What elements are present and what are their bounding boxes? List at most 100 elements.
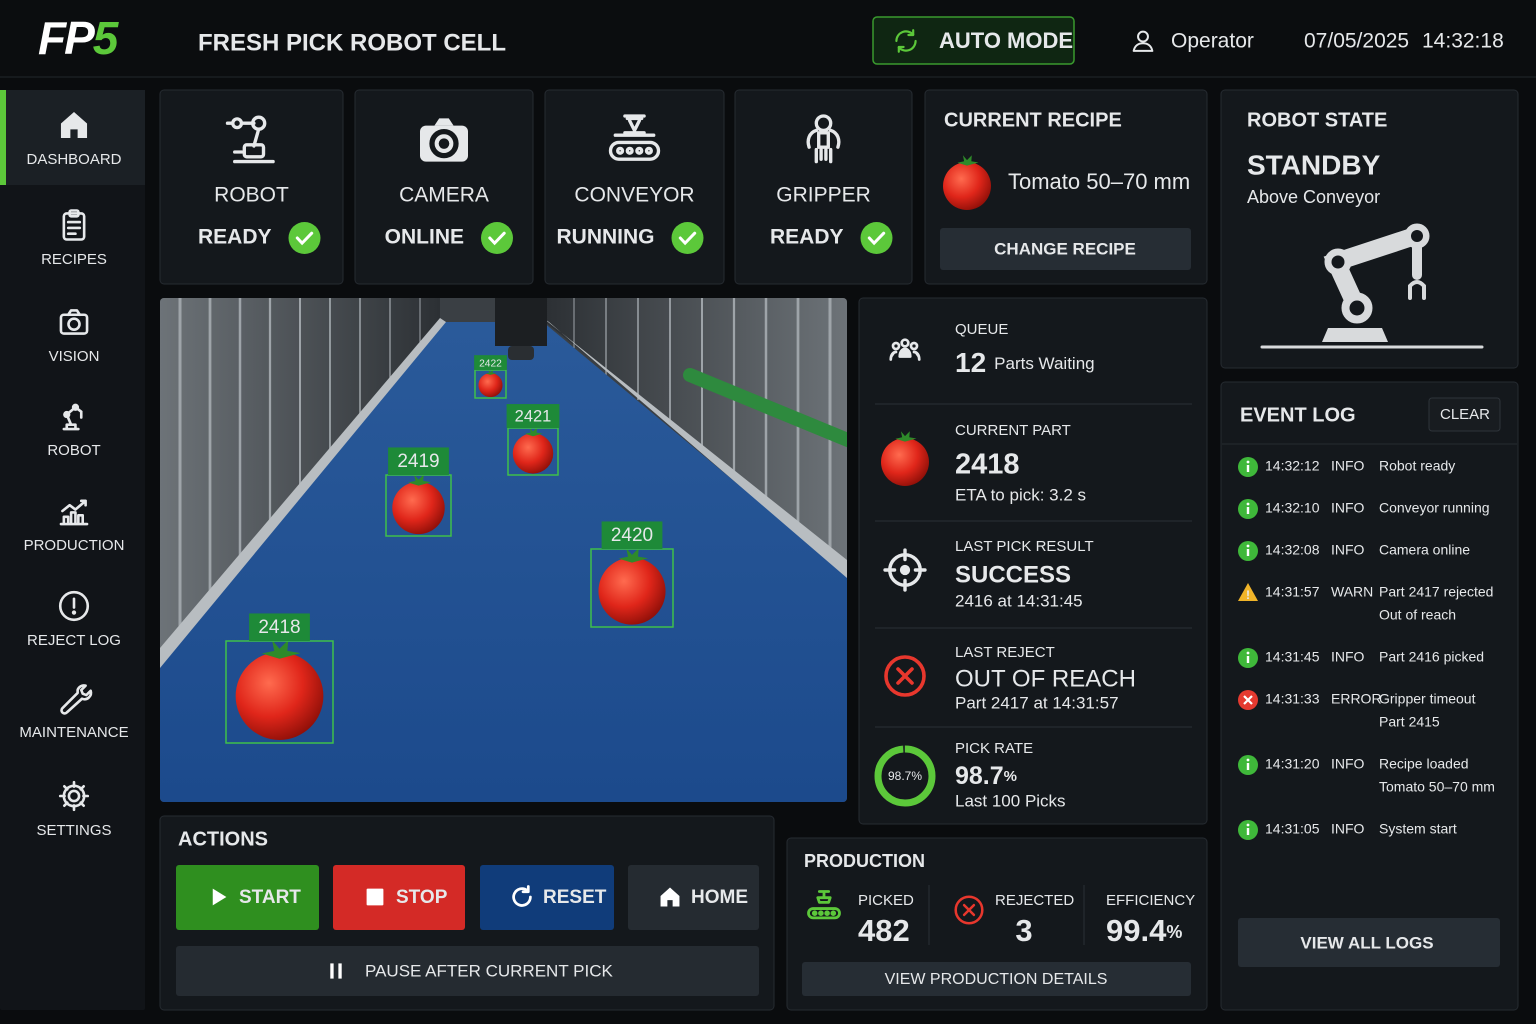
shape bbox=[891, 341, 901, 351]
status-check bbox=[671, 222, 704, 254]
wall-right bbox=[545, 298, 847, 565]
shape bbox=[59, 313, 89, 335]
view-all-logs[interactable]: VIEW ALL LOGS bbox=[1238, 918, 1500, 967]
rejected-value: 3 bbox=[1015, 913, 1032, 948]
log-message: Out of reach bbox=[1379, 607, 1456, 623]
action-button[interactable]: STOP bbox=[333, 865, 465, 930]
log-icon-glyph bbox=[1246, 465, 1250, 472]
log-level: INFO bbox=[1331, 821, 1365, 837]
rejected-icon bbox=[954, 895, 984, 925]
mode-button[interactable] bbox=[872, 16, 1075, 65]
shape bbox=[889, 347, 921, 361]
log-time: 14:32:12 bbox=[1265, 458, 1320, 474]
button-bg[interactable] bbox=[628, 865, 759, 930]
tomato bbox=[512, 427, 554, 474]
last-reject-reason: OUT OF REACH bbox=[955, 665, 1136, 692]
tomato-body bbox=[598, 557, 666, 625]
shape bbox=[62, 784, 86, 808]
button-bg[interactable] bbox=[333, 865, 465, 930]
shape bbox=[58, 590, 90, 622]
log-time: 14:31:57 bbox=[1265, 584, 1320, 600]
nav-item[interactable]: PRODUCTION bbox=[24, 499, 125, 554]
nav-item[interactable]: MAINTENANCE bbox=[19, 684, 129, 741]
pick-rate-unit: % bbox=[1004, 768, 1017, 785]
robot-base bbox=[1322, 328, 1388, 342]
clear-button[interactable]: CLEAR bbox=[1428, 397, 1501, 432]
action-button[interactable]: START bbox=[176, 865, 319, 930]
button-bg[interactable] bbox=[480, 865, 614, 930]
camera-lens bbox=[495, 298, 547, 346]
shape bbox=[68, 209, 80, 218]
nav-label: REJECT LOG bbox=[27, 632, 121, 649]
detection-tag bbox=[474, 355, 507, 370]
check-circle bbox=[288, 222, 321, 254]
button-label: CLEAR bbox=[1440, 406, 1490, 423]
reject-icon bbox=[884, 655, 926, 697]
button-bg[interactable] bbox=[940, 228, 1191, 270]
shape bbox=[616, 146, 625, 155]
button-icon bbox=[512, 885, 532, 907]
nav-active-bg bbox=[0, 90, 145, 185]
log-message: Part 2417 rejected bbox=[1379, 584, 1493, 600]
log-message: Recipe loaded bbox=[1379, 756, 1469, 772]
nav-item[interactable]: ROBOT bbox=[47, 403, 101, 459]
button-bg[interactable] bbox=[1428, 397, 1501, 432]
log-icon-glyph bbox=[1246, 651, 1250, 655]
nav-item[interactable]: REJECT LOG bbox=[27, 590, 121, 649]
logo: FP5 bbox=[38, 12, 120, 64]
tomato-body bbox=[478, 373, 503, 398]
nav-item[interactable]: DASHBOARD bbox=[26, 111, 122, 168]
action-button[interactable]: RESET bbox=[480, 865, 614, 930]
nav-item[interactable]: SETTINGS bbox=[36, 780, 112, 839]
efficiency-unit: % bbox=[1166, 922, 1182, 942]
queue-value: 12 Parts Waiting bbox=[955, 347, 1095, 378]
action-button[interactable]: HOME bbox=[628, 865, 759, 930]
event-log-panel bbox=[1220, 381, 1519, 1011]
shape bbox=[644, 146, 653, 155]
log-icon-glyph bbox=[1246, 502, 1250, 506]
tomato-leaf bbox=[957, 155, 979, 166]
queue-icon bbox=[889, 338, 921, 361]
shape bbox=[895, 30, 917, 52]
rail-left bbox=[160, 318, 446, 668]
tomato bbox=[598, 548, 666, 625]
button-bg[interactable] bbox=[176, 946, 759, 996]
button-bg[interactable] bbox=[176, 865, 319, 930]
status-icon bbox=[225, 115, 275, 164]
nav-item[interactable]: VISION bbox=[49, 309, 100, 365]
change-recipe[interactable]: CHANGE RECIPE bbox=[940, 228, 1191, 270]
log-icon-glyph bbox=[1246, 507, 1250, 514]
robot-position: Above Conveyor bbox=[1247, 187, 1380, 207]
shape bbox=[429, 128, 459, 159]
shape bbox=[66, 220, 82, 236]
last-reject-title: LAST REJECT bbox=[955, 644, 1055, 661]
button-label: STOP bbox=[396, 887, 448, 908]
pause-icon bbox=[330, 963, 342, 979]
button-bg[interactable] bbox=[1238, 918, 1500, 967]
ring-value: 98.7 bbox=[888, 769, 912, 783]
robot-state-panel bbox=[1220, 89, 1519, 369]
status-icon bbox=[806, 114, 841, 164]
recipe-name: Tomato 50–70 mm bbox=[1008, 169, 1190, 194]
shape bbox=[625, 146, 634, 155]
nav-icon bbox=[58, 780, 90, 812]
log-message: Tomato 50–70 mm bbox=[1379, 779, 1495, 795]
nav-icon bbox=[62, 209, 86, 241]
nav-item[interactable]: RECIPES bbox=[41, 209, 107, 268]
shape bbox=[900, 338, 910, 348]
robot-gripper bbox=[1408, 280, 1426, 300]
log-icon-glyph bbox=[1246, 656, 1250, 663]
picked-icon bbox=[807, 890, 841, 920]
ring-arc bbox=[874, 745, 936, 807]
current-part-title: CURRENT PART bbox=[955, 422, 1071, 439]
logo-accent: 5 bbox=[93, 12, 120, 64]
queue-unit: Parts Waiting bbox=[994, 354, 1094, 373]
button-bg[interactable] bbox=[802, 962, 1191, 996]
nav-label: DASHBOARD bbox=[26, 151, 121, 168]
shape bbox=[883, 548, 927, 592]
pause-button[interactable]: PAUSE AFTER CURRENT PICK bbox=[176, 946, 759, 996]
mode-toggle[interactable]: AUTO MODE bbox=[872, 16, 1075, 65]
nav-label: RECIPES bbox=[41, 251, 107, 268]
detection-label: 2420 bbox=[611, 525, 653, 546]
production-details[interactable]: VIEW PRODUCTION DETAILS bbox=[802, 962, 1191, 996]
